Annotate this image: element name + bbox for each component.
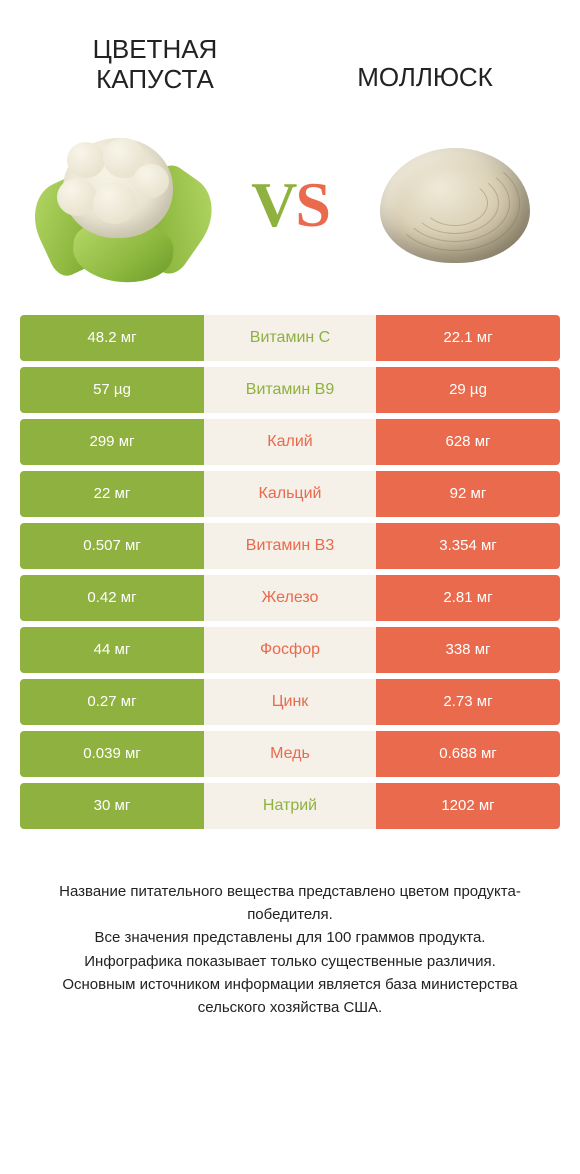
footer-line: Основным источником информации является … [28, 973, 552, 1020]
nutrient-label-cell: Цинк [204, 679, 376, 725]
table-row: 30 мгНатрий1202 мг [20, 783, 560, 829]
table-row: 44 мгФосфор338 мг [20, 627, 560, 673]
left-value-cell: 0.42 мг [20, 575, 204, 621]
comparison-table: 48.2 мгВитамин C22.1 мг57 µgВитамин B929… [0, 315, 580, 835]
nutrient-label-cell: Витамин B9 [204, 367, 376, 413]
nutrient-label-cell: Железо [204, 575, 376, 621]
table-row: 48.2 мгВитамин C22.1 мг [20, 315, 560, 361]
left-value-cell: 299 мг [20, 419, 204, 465]
table-row: 0.039 мгМедь0.688 мг [20, 731, 560, 777]
right-value-cell: 2.73 мг [376, 679, 560, 725]
table-row: 299 мгКалий628 мг [20, 419, 560, 465]
right-value-cell: 0.688 мг [376, 731, 560, 777]
table-row: 22 мгКальций92 мг [20, 471, 560, 517]
left-value-cell: 22 мг [20, 471, 204, 517]
right-value-cell: 2.81 мг [376, 575, 560, 621]
footer-line: Все значения представлены для 100 граммо… [28, 926, 552, 949]
table-row: 0.27 мгЦинк2.73 мг [20, 679, 560, 725]
left-value-cell: 48.2 мг [20, 315, 204, 361]
nutrient-label-cell: Калий [204, 419, 376, 465]
left-value-cell: 0.27 мг [20, 679, 204, 725]
right-value-cell: 22.1 мг [376, 315, 560, 361]
left-value-cell: 0.507 мг [20, 523, 204, 569]
footer-notes: Название питательного вещества представл… [0, 835, 580, 1050]
header: ЦВЕТНАЯ КАПУСТА МОЛЛЮСК [0, 0, 580, 105]
right-product-title: МОЛЛЮСК [325, 35, 525, 93]
right-value-cell: 628 мг [376, 419, 560, 465]
nutrient-label-cell: Натрий [204, 783, 376, 829]
left-value-cell: 30 мг [20, 783, 204, 829]
clam-icon [370, 120, 540, 290]
footer-line: Название питательного вещества представл… [28, 880, 552, 927]
table-row: 0.42 мгЖелезо2.81 мг [20, 575, 560, 621]
nutrient-label-cell: Витамин B3 [204, 523, 376, 569]
nutrient-label-cell: Витамин C [204, 315, 376, 361]
right-value-cell: 338 мг [376, 627, 560, 673]
right-value-cell: 1202 мг [376, 783, 560, 829]
left-value-cell: 57 µg [20, 367, 204, 413]
nutrient-label-cell: Фосфор [204, 627, 376, 673]
table-row: 0.507 мгВитамин B33.354 мг [20, 523, 560, 569]
footer-line: Инфографика показывает только существенн… [28, 950, 552, 973]
images-row: VS [0, 105, 580, 315]
left-value-cell: 0.039 мг [20, 731, 204, 777]
right-value-cell: 3.354 мг [376, 523, 560, 569]
table-row: 57 µgВитамин B929 µg [20, 367, 560, 413]
vs-label: VS [251, 168, 329, 242]
cauliflower-icon [40, 120, 210, 290]
left-product-title: ЦВЕТНАЯ КАПУСТА [55, 35, 255, 95]
right-value-cell: 29 µg [376, 367, 560, 413]
left-value-cell: 44 мг [20, 627, 204, 673]
vs-v-letter: V [251, 169, 295, 240]
nutrient-label-cell: Медь [204, 731, 376, 777]
nutrient-label-cell: Кальций [204, 471, 376, 517]
vs-s-letter: S [295, 169, 329, 240]
right-value-cell: 92 мг [376, 471, 560, 517]
